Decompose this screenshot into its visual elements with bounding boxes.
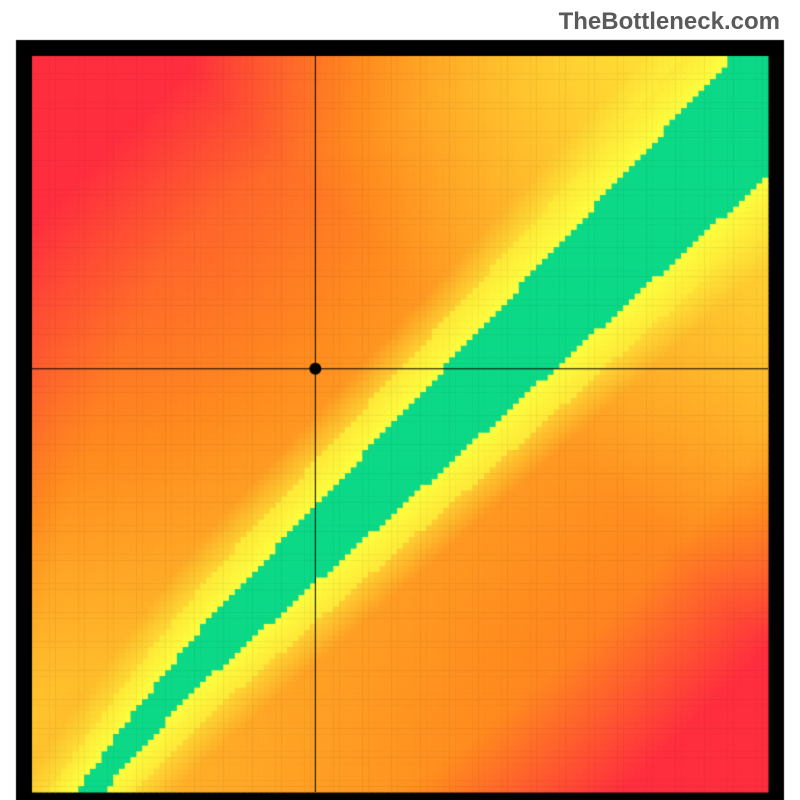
chart-container: TheBottleneck.com	[0, 0, 800, 800]
bottleneck-heatmap	[0, 0, 800, 800]
watermark-text: TheBottleneck.com	[559, 8, 780, 36]
